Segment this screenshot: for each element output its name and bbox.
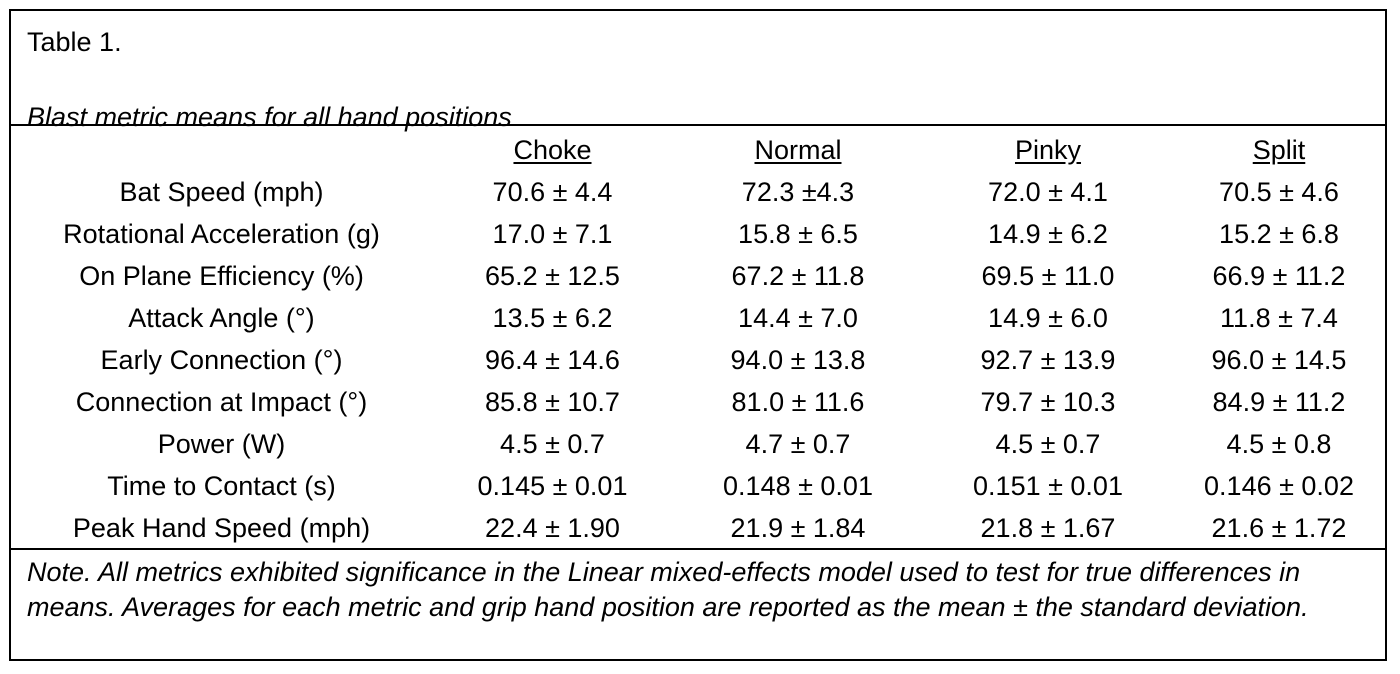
table-label: Table 1. — [27, 27, 122, 57]
table-note: Note. All metrics exhibited significance… — [27, 557, 1309, 622]
pinky-value-cell: 79.7 ± 10.3 — [980, 387, 1116, 417]
column-header-split: Split — [1252, 135, 1306, 165]
choke-value-cell: 4.5 ± 0.7 — [500, 429, 605, 459]
pinky-value-cell: 0.151 ± 0.01 — [973, 471, 1123, 501]
choke-value-cell: 85.8 ± 10.7 — [485, 387, 620, 417]
metric-name-cell: Power (W) — [157, 429, 286, 459]
table-frame: Table 1. Blast metric means for all hand… — [9, 9, 1387, 661]
footer-rule — [11, 548, 1385, 550]
data-table: Choke Normal Pinky Split Bat Speed (mph)… — [11, 129, 1385, 549]
split-value-cell: 15.2 ± 6.8 — [1219, 219, 1339, 249]
split-value-cell: 96.0 ± 14.5 — [1211, 345, 1347, 375]
split-value-cell: 66.9 ± 11.2 — [1212, 261, 1346, 291]
split-value-cell: 4.5 ± 0.8 — [1226, 429, 1332, 459]
table-row: Time to Contact (s) 0.145 ± 0.01 0.148 ± 0… — [11, 465, 1385, 507]
pinky-value-cell: 21.8 ± 1.67 — [980, 513, 1116, 543]
normal-value-cell: 94.0 ± 13.8 — [730, 345, 866, 375]
column-header-normal: Normal — [754, 135, 842, 165]
table-row: Peak Hand Speed (mph) 22.4 ± 1.90 21.9 ± 1… — [11, 507, 1385, 549]
pinky-value-cell: 72.0 ± 4.1 — [988, 177, 1108, 207]
table-row: Attack Angle (°) 13.5 ± 6.2 14.4 ± 7.0 14.9… — [11, 297, 1385, 339]
pinky-value-cell: 92.7 ± 13.9 — [980, 345, 1116, 375]
choke-value-cell: 22.4 ± 1.90 — [485, 513, 620, 543]
column-header-choke: Choke — [513, 135, 592, 165]
column-header-pinky: Pinky — [1014, 135, 1082, 165]
metric-name-cell: Attack Angle (°) — [128, 303, 315, 333]
metric-name-cell: Rotational Acceleration (g) — [63, 219, 380, 249]
normal-value-cell: 15.8 ± 6.5 — [738, 219, 858, 249]
normal-value-cell: 4.7 ± 0.7 — [745, 429, 851, 459]
split-value-cell: 70.5 ± 4.6 — [1219, 177, 1339, 207]
normal-value-cell: 67.2 ± 11.8 — [731, 261, 865, 291]
column-header-blank — [11, 129, 432, 171]
table-title: Blast metric means for all hand position… — [27, 102, 512, 132]
metric-name-cell: Bat Speed (mph) — [119, 177, 324, 207]
choke-value-cell: 13.5 ± 6.2 — [492, 303, 613, 333]
normal-value-cell: 21.9 ± 1.84 — [730, 513, 866, 543]
split-value-cell: 11.8 ± 7.4 — [1220, 303, 1338, 333]
table-row: Connection at Impact (°) 85.8 ± 10.7 81.0 … — [11, 381, 1385, 423]
column-header-row: Choke Normal Pinky Split — [11, 129, 1385, 171]
table-row: Rotational Acceleration (g) 17.0 ± 7.1 15.… — [11, 213, 1385, 255]
metric-name-cell: Peak Hand Speed (mph) — [72, 513, 371, 543]
metric-name-cell: On Plane Efficiency (%) — [79, 261, 364, 291]
table-row: Bat Speed (mph) 70.6 ± 4.4 72.3 ±4.3 72.0 ±… — [11, 171, 1385, 213]
split-value-cell: 0.146 ± 0.02 — [1204, 471, 1354, 501]
split-value-cell: 84.9 ± 11.2 — [1212, 387, 1346, 417]
choke-value-cell: 17.0 ± 7.1 — [492, 219, 613, 249]
normal-value-cell: 81.0 ± 11.6 — [731, 387, 865, 417]
choke-value-cell: 96.4 ± 14.6 — [485, 345, 620, 375]
normal-value-cell: 0.148 ± 0.01 — [723, 471, 873, 501]
pinky-value-cell: 4.5 ± 0.7 — [995, 429, 1101, 459]
metric-name-cell: Early Connection (°) — [100, 345, 343, 375]
split-value-cell: 21.6 ± 1.72 — [1211, 513, 1347, 543]
normal-value-cell: 72.3 ±4.3 — [741, 177, 855, 207]
normal-value-cell: 14.4 ± 7.0 — [738, 303, 858, 333]
table-row: On Plane Efficiency (%) 65.2 ± 12.5 67.2 ±… — [11, 255, 1385, 297]
metric-name-cell: Time to Contact (s) — [107, 471, 336, 501]
pinky-value-cell: 14.9 ± 6.0 — [988, 303, 1108, 333]
table-row: Early Connection (°) 96.4 ± 14.6 94.0 ± 13… — [11, 339, 1385, 381]
table-row: Power (W) 4.5 ± 0.7 4.7 ± 0.7 4.5 ± 0.7 4.5 … — [11, 423, 1385, 465]
choke-value-cell: 70.6 ± 4.4 — [492, 177, 613, 207]
table-body: Bat Speed (mph) 70.6 ± 4.4 72.3 ±4.3 72.0 ±… — [11, 171, 1385, 549]
header-rule — [11, 124, 1385, 126]
pinky-value-cell: 14.9 ± 6.2 — [988, 219, 1108, 249]
choke-value-cell: 0.145 ± 0.01 — [477, 471, 628, 501]
pinky-value-cell: 69.5 ± 11.0 — [981, 261, 1115, 291]
choke-value-cell: 65.2 ± 12.5 — [485, 261, 620, 291]
metric-name-cell: Connection at Impact (°) — [75, 387, 368, 417]
